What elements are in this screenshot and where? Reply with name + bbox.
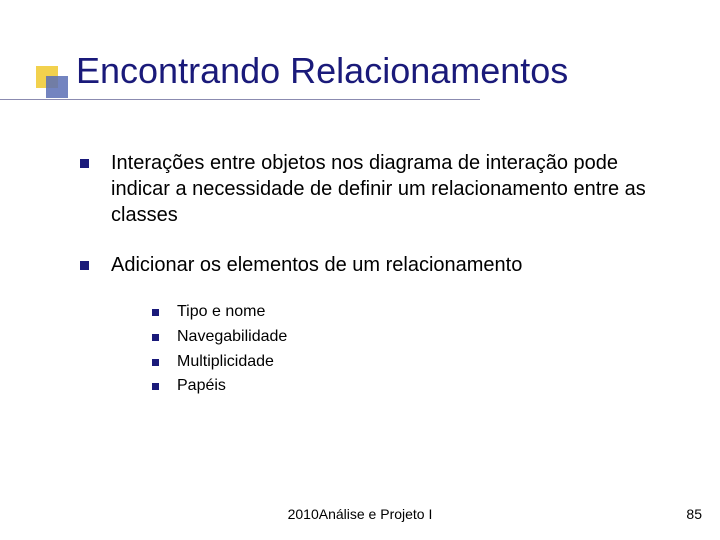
bullet-item: Interações entre objetos nos diagrama de…: [80, 150, 670, 228]
sub-bullet-text: Tipo e nome: [177, 302, 265, 323]
sub-bullet-text: Multiplicidade: [177, 352, 274, 373]
sub-bullet-text: Papéis: [177, 376, 226, 397]
square-bullet-icon: [152, 309, 159, 316]
square-bullet-icon: [80, 159, 89, 168]
bullet-text: Adicionar os elementos de um relacioname…: [111, 252, 522, 278]
title-decoration: [36, 66, 66, 96]
accent-square-blue: [46, 76, 68, 98]
sub-bullet-item: Papéis: [152, 376, 670, 397]
bullet-item: Adicionar os elementos de um relacioname…: [80, 252, 670, 278]
square-bullet-icon: [152, 383, 159, 390]
sub-bullet-item: Tipo e nome: [152, 302, 670, 323]
square-bullet-icon: [152, 359, 159, 366]
footer-center-text: 2010Análise e Projeto I: [0, 506, 720, 522]
footer-page-number: 85: [686, 506, 702, 522]
square-bullet-icon: [152, 334, 159, 341]
title-underline: [0, 98, 480, 100]
slide-content: Interações entre objetos nos diagrama de…: [80, 150, 670, 401]
bullet-text: Interações entre objetos nos diagrama de…: [111, 150, 670, 228]
sub-bullet-text: Navegabilidade: [177, 327, 287, 348]
slide-title: Encontrando Relacionamentos: [76, 50, 568, 92]
sub-bullet-item: Multiplicidade: [152, 352, 670, 373]
sub-bullet-item: Navegabilidade: [152, 327, 670, 348]
sub-bullet-list: Tipo e nome Navegabilidade Multiplicidad…: [152, 302, 670, 397]
square-bullet-icon: [80, 261, 89, 270]
